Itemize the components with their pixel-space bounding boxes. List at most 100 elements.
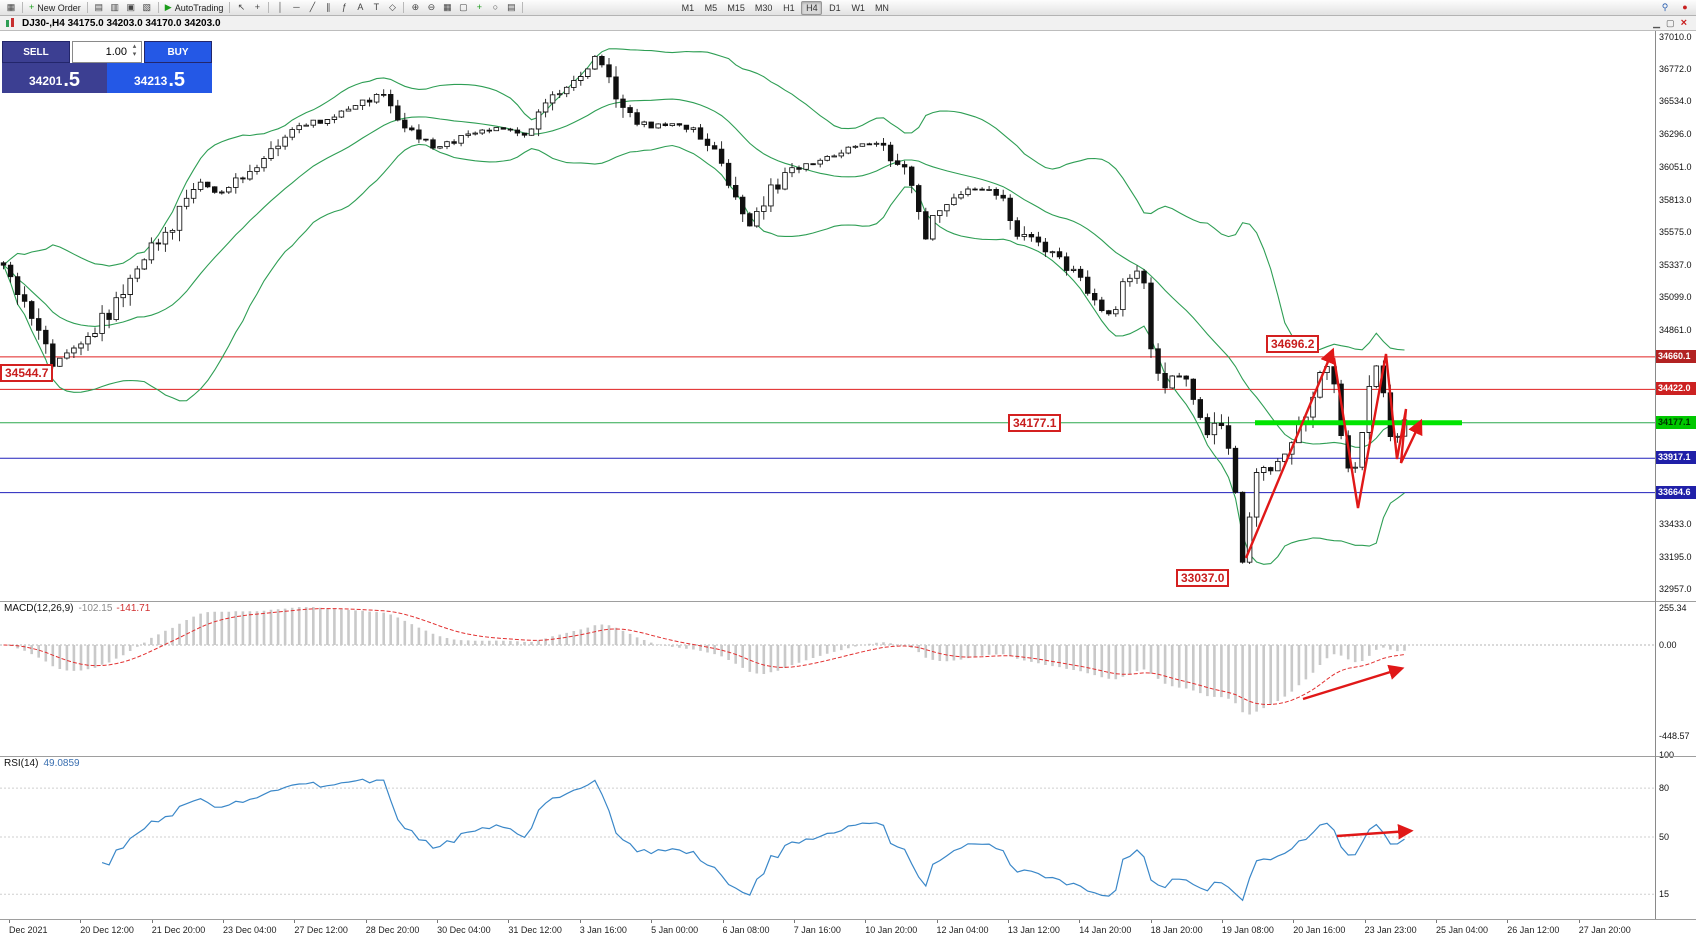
macd-axis-label: 255.34 [1659, 603, 1687, 613]
autotrading-button-label: AutoTrading [174, 2, 224, 13]
timeframe-H1[interactable]: H1 [783, 2, 795, 13]
minimize-button[interactable]: ▁ [1653, 17, 1660, 29]
price-axis-label: 36051.0 [1659, 162, 1692, 173]
data-window-button[interactable]: ▣ [123, 1, 139, 14]
templates-button[interactable]: ▤ [503, 1, 519, 14]
toolbar-separator [522, 2, 524, 13]
timeframe-D1[interactable]: D1 [829, 2, 841, 13]
time-axis-tick [1293, 919, 1295, 923]
buy-price[interactable]: 34213.5 [107, 63, 212, 93]
indicators-button[interactable]: + [471, 1, 487, 14]
time-axis-tick [223, 919, 224, 923]
zoom-in-button[interactable]: ⊕ [407, 1, 423, 14]
clock-icon: ○ [492, 2, 499, 12]
volume-down-button[interactable]: ▾ [132, 51, 137, 58]
macd-axis-label: 0.00 [1659, 640, 1677, 650]
timeframe-M1[interactable]: M1 [681, 2, 695, 13]
trendline-tool[interactable]: ╱ [304, 1, 320, 14]
crosshair-tool[interactable]: + [249, 1, 265, 14]
vertical-line-tool[interactable]: │ [272, 1, 288, 14]
time-axis-label: Dec 2021 [9, 925, 48, 935]
time-axis-label: 6 Jan 08:00 [722, 925, 770, 935]
chart-icon [6, 18, 14, 27]
period-button[interactable]: ○ [487, 1, 503, 14]
navigator-icon: ▧ [142, 2, 152, 12]
fibonacci-tool[interactable]: ƒ [336, 1, 352, 14]
restore-button[interactable]: ▢ [1666, 17, 1675, 29]
channel-tool[interactable]: ∥ [320, 1, 336, 14]
new-order-button[interactable]: + New Order [26, 1, 84, 14]
timeframe-M5[interactable]: M5 [704, 2, 718, 13]
time-axis-label: 18 Jan 20:00 [1150, 925, 1203, 935]
price-axis-label: 34861.0 [1659, 324, 1692, 335]
time-axis-separator [0, 919, 1696, 920]
profiles-button[interactable]: ▤ [91, 1, 107, 14]
horizontal-line-icon: ─ [293, 2, 300, 12]
horizontal-line-tool[interactable]: ─ [288, 1, 304, 14]
alert-icon: ● [1682, 2, 1688, 12]
time-axis-label: 25 Jan 04:00 [1436, 925, 1489, 935]
label-tool[interactable]: T [368, 1, 384, 14]
shapes-tool[interactable]: ◇ [384, 1, 400, 14]
macd-name: MACD(12,26,9) [4, 603, 74, 614]
vertical-line-icon: │ [277, 2, 284, 12]
price-axis[interactable]: 37010.0 36772.0 36534.0 36296.0 36051.0 35813… [1656, 31, 1696, 919]
market-watch-button[interactable]: ▥ [107, 1, 123, 14]
data-window-icon: ▣ [126, 2, 136, 12]
text-icon: A [357, 2, 364, 12]
timeframe-H4[interactable]: H4 [801, 0, 823, 15]
sell-button[interactable]: SELL [2, 41, 70, 63]
time-axis[interactable]: Dec 2021 20 Dec 12:00 21 Dec 20:00 23 Dec 0… [0, 919, 1696, 943]
time-axis-tick [151, 919, 153, 923]
market-watch-icon: ▥ [110, 2, 120, 12]
text-tool[interactable]: A [352, 1, 368, 14]
volume-field[interactable]: 1.00 ▴ ▾ [72, 41, 142, 63]
price-level-box: 33664.6 [1656, 485, 1696, 499]
rsi-panel[interactable] [0, 756, 1655, 919]
timeframe-M30[interactable]: M30 [754, 2, 773, 13]
autotrading-button[interactable]: ▶ AutoTrading [162, 1, 227, 14]
close-button[interactable]: × [1681, 17, 1687, 29]
search-icon: ⚲ [1661, 2, 1669, 12]
label-icon: T [373, 2, 380, 12]
time-axis-label: 13 Jan 12:00 [1007, 925, 1060, 935]
timeframe-M15[interactable]: M15 [727, 2, 745, 13]
price-axis-border [1655, 31, 1656, 919]
buy-price-big: .5 [168, 69, 186, 91]
new-window-icon: ▢ [459, 2, 468, 12]
macd-panel[interactable] [0, 601, 1655, 756]
toolbar-separator [229, 2, 231, 13]
tile-windows-button[interactable]: ▦ [439, 1, 455, 14]
cursor-tool[interactable]: ↖ [233, 1, 249, 14]
time-axis-label: 21 Dec 20:00 [151, 925, 206, 935]
time-axis-label: 20 Jan 16:00 [1293, 925, 1346, 935]
navigator-button[interactable]: ▧ [139, 1, 155, 14]
timeframe-W1[interactable]: W1 [851, 2, 865, 13]
buy-button[interactable]: BUY [144, 41, 212, 63]
time-axis-tick [508, 919, 510, 923]
price-axis-label: 32957.0 [1659, 584, 1692, 595]
volume-spinner: ▴ ▾ [129, 43, 140, 59]
price-level-box: 34177.1 [1656, 415, 1696, 429]
price-axis-label: 33433.0 [1659, 519, 1692, 530]
volume-up-button[interactable]: ▴ [132, 43, 137, 50]
macd-value-2: -141.71 [116, 603, 151, 614]
time-axis-tick [1364, 919, 1366, 923]
main-chart-panel[interactable] [0, 31, 1655, 601]
search-button[interactable]: ⚲ [1657, 1, 1673, 14]
alert-button[interactable]: ● [1677, 1, 1693, 14]
price-axis-label: 35575.0 [1659, 227, 1692, 238]
time-axis-label: 12 Jan 04:00 [936, 925, 989, 935]
new-window-button[interactable]: ▢ [455, 1, 471, 14]
rsi-separator [0, 756, 1696, 757]
toolbar-separator [22, 2, 23, 13]
timeframe-MN[interactable]: MN [874, 2, 889, 13]
time-axis-tick [793, 919, 795, 923]
sell-price[interactable]: 34201.5 [2, 63, 107, 93]
new-chart-button[interactable]: ▦ [3, 1, 19, 14]
toolbar-separator [403, 2, 405, 13]
zoom-out-button[interactable]: ⊖ [423, 1, 439, 14]
time-axis-tick [437, 919, 439, 923]
volume-value: 1.00 [105, 46, 127, 58]
price-axis-label: 35099.0 [1659, 292, 1692, 302]
